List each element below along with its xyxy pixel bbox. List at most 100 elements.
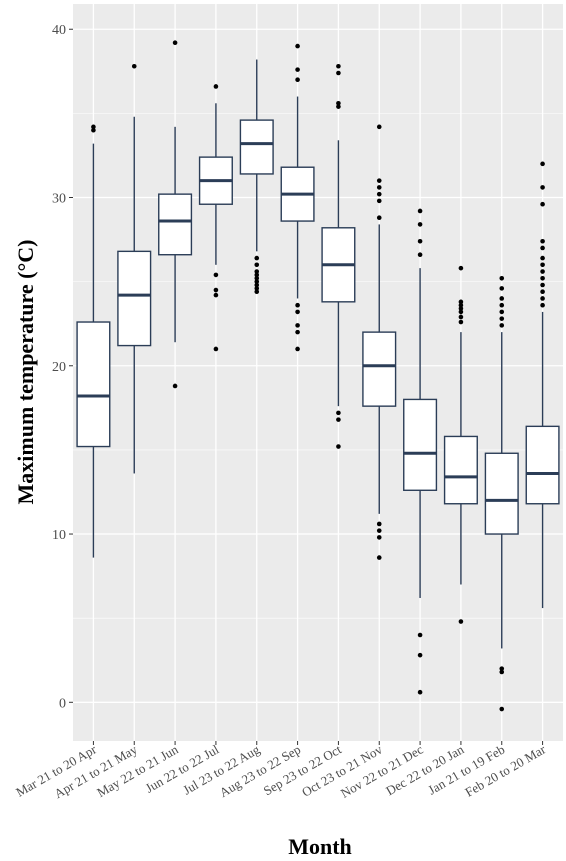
box-group [280,43,315,352]
outlier-point [336,104,341,109]
outlier-point [458,306,464,311]
outlier-point [295,77,300,83]
iqr-box [525,425,560,505]
box-group [484,275,519,712]
iqr-box [239,119,274,175]
outlier-point [336,417,341,422]
outlier-point [376,185,382,190]
y-tick-label: 40 [52,23,66,38]
y-tick-label: 10 [52,528,66,543]
outlier-point [213,84,219,89]
outlier-point [376,191,382,197]
y-axis: 0 10 20 30 40 [52,23,73,711]
outlier-point [254,269,260,274]
outlier-point [295,346,300,352]
box-group [158,40,193,389]
iqr-box [76,321,111,448]
y-tick-label: 0 [59,696,66,711]
outlier-point [213,287,219,293]
outlier-point [417,632,423,638]
outlier-point [295,323,300,328]
outlier-point [499,275,505,281]
box-group [321,63,356,449]
outlier-point [254,282,260,288]
outlier-point [499,706,505,712]
box-series [76,40,560,712]
box-group [117,63,152,474]
outlier-point [172,40,178,46]
outlier-point [254,286,260,291]
x-axis-title: Month [288,834,352,859]
iqr-box [484,452,519,535]
outlier-point [458,319,464,325]
outlier-point [254,289,260,295]
outlier-point [254,262,260,268]
outlier-point [417,238,423,244]
outlier-point [417,689,423,695]
outlier-point [540,255,545,261]
outlier-point [458,619,464,624]
box-group [198,84,233,352]
outlier-point [336,63,341,69]
iqr-box [362,331,397,407]
box-group [239,59,274,295]
outlier-point [295,43,300,49]
y-tick-label: 20 [52,360,66,375]
outlier-point [254,255,260,261]
outlier-point [376,555,382,560]
outlier-point [540,269,545,274]
y-tick-label: 30 [52,192,66,207]
outlier-point [499,666,505,671]
outlier-point [540,296,545,301]
outlier-point [213,346,219,352]
plot-panel [73,4,563,741]
outlier-point [458,299,464,305]
outlier-point [458,309,464,315]
outlier-point [499,302,505,308]
outlier-point [499,316,505,321]
outlier-point [499,296,505,301]
outlier-point [540,262,545,268]
outlier-point [376,198,382,204]
outlier-point [499,323,505,328]
outlier-point [376,528,382,533]
outlier-point [213,272,219,278]
outlier-point [254,279,260,284]
outlier-point [376,535,382,540]
outlier-point [417,208,423,214]
outlier-point [91,127,96,133]
outlier-point [540,161,545,167]
outlier-point [417,652,423,658]
outlier-point [295,309,300,315]
outlier-point [376,124,382,130]
outlier-point [540,201,545,207]
y-axis-title: Maximum temperature (°C) [13,240,38,505]
iqr-box [443,435,478,505]
outlier-point [254,275,260,281]
outlier-point [91,124,96,130]
outlier-point [131,63,137,69]
outlier-point [417,222,423,227]
outlier-point [376,215,382,220]
outlier-point [540,185,545,190]
outlier-point [540,238,545,244]
outlier-point [295,329,300,335]
outlier-point [458,314,464,320]
box-group [443,265,478,624]
iqr-box [158,193,193,256]
outlier-point [213,292,219,298]
outlier-point [458,265,464,271]
outlier-point [458,302,464,308]
box-group [76,124,111,558]
outlier-point [540,289,545,295]
outlier-point [499,309,505,315]
box-group [525,161,560,609]
outlier-point [172,383,178,389]
outlier-point [254,272,260,278]
box-group [403,208,438,695]
outlier-point [499,669,505,675]
outlier-point [376,178,382,183]
outlier-point [540,302,545,308]
outlier-point [540,282,545,288]
